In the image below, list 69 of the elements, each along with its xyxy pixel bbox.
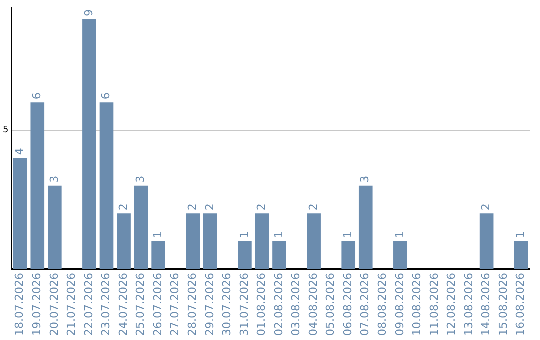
- data-label: 2: [186, 204, 199, 211]
- bar: [203, 214, 218, 270]
- bar: [100, 102, 114, 270]
- data-label: 1: [341, 231, 354, 238]
- bar: [394, 241, 408, 270]
- data-label: 4: [13, 148, 26, 156]
- data-label: 2: [306, 204, 320, 211]
- x-tick-label: 23.07.2026: [100, 273, 113, 336]
- x-tick-label: 31.07.2026: [238, 273, 251, 336]
- data-label: 9: [82, 9, 96, 16]
- data-label: 2: [203, 204, 216, 211]
- bar: [514, 241, 528, 270]
- x-tick-label: 30.07.2026: [220, 273, 234, 336]
- bar: [134, 186, 148, 270]
- x-tick-label: 24.07.2026: [116, 273, 130, 336]
- bar: [307, 214, 321, 270]
- data-label: 2: [480, 204, 493, 211]
- data-label: 2: [255, 204, 268, 211]
- x-tick-label: 28.07.2026: [186, 273, 199, 336]
- x-tick-label: 11.08.2026: [428, 273, 441, 336]
- data-label: 3: [48, 176, 61, 183]
- x-tick-label: 06.08.2026: [341, 273, 354, 336]
- bar: [358, 186, 373, 270]
- x-tick-label: 03.08.2026: [290, 273, 303, 336]
- x-tick-label: 14.08.2026: [480, 273, 493, 336]
- bar: [255, 214, 270, 270]
- x-tick-label: 21.07.2026: [65, 273, 78, 336]
- bar: [480, 214, 494, 270]
- x-tick-label: 19.07.2026: [30, 273, 44, 336]
- x-tick-label: 13.08.2026: [462, 273, 476, 336]
- data-label: 1: [272, 231, 286, 238]
- x-tick-label: 27.07.2026: [168, 273, 182, 336]
- x-tick-label: 15.08.2026: [496, 273, 510, 336]
- data-label: 3: [358, 176, 372, 183]
- x-tick-label: 07.08.2026: [358, 273, 372, 336]
- data-label: 6: [30, 92, 44, 100]
- x-tick-label: 04.08.2026: [306, 273, 320, 336]
- bar: [342, 241, 356, 270]
- x-tick-label: 05.08.2026: [324, 273, 338, 336]
- bar: [272, 241, 286, 270]
- bar: [30, 102, 45, 270]
- x-tick-label: 25.07.2026: [134, 273, 148, 336]
- x-tick-label: 10.08.2026: [410, 273, 424, 336]
- data-label: 2: [116, 204, 130, 211]
- data-label: 1: [151, 231, 164, 238]
- x-tick-label: 22.07.2026: [82, 273, 96, 336]
- bar: [186, 214, 200, 270]
- data-label: 6: [100, 92, 113, 100]
- x-tick-label: 01.08.2026: [255, 273, 268, 336]
- x-tick-label: 09.08.2026: [393, 273, 406, 336]
- data-label: 1: [514, 231, 528, 238]
- bar: [152, 241, 166, 270]
- data-label: 3: [134, 176, 148, 183]
- data-label: 1: [238, 231, 251, 238]
- x-tick-label: 08.08.2026: [376, 273, 390, 336]
- x-tick-label: 12.08.2026: [445, 273, 458, 336]
- bar: [117, 214, 131, 270]
- y-tick-label: 5: [2, 126, 9, 136]
- bar: [238, 241, 252, 270]
- bar: [82, 19, 96, 270]
- data-label: 1: [393, 231, 406, 238]
- x-tick-label: 18.07.2026: [13, 273, 26, 336]
- bar: [13, 158, 28, 270]
- x-tick-label: 26.07.2026: [151, 273, 164, 336]
- x-tick-label: 16.08.2026: [514, 273, 528, 336]
- x-tick-label: 29.07.2026: [203, 273, 216, 336]
- bar: [48, 186, 62, 270]
- x-tick-label: 20.07.2026: [48, 273, 61, 336]
- x-tick-label: 02.08.2026: [272, 273, 286, 336]
